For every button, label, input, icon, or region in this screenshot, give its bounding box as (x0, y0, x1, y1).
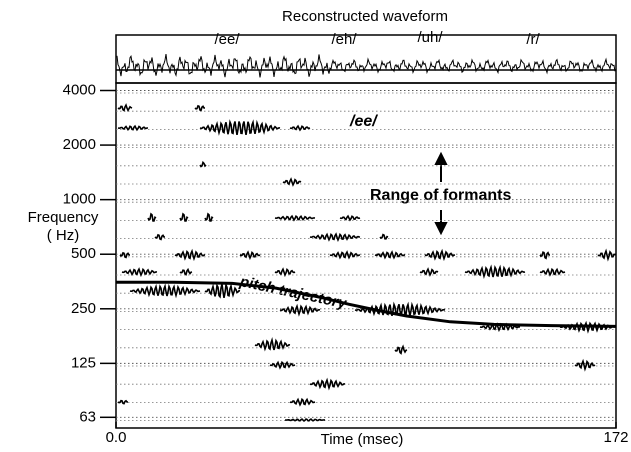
arrow-head (434, 151, 448, 165)
y-tick-label: 2000 (63, 136, 96, 153)
formant-trace (274, 214, 316, 222)
formant-trace (274, 267, 296, 278)
formant-trace (559, 320, 615, 334)
formant-trace (129, 283, 201, 299)
formant-trace (204, 212, 214, 222)
formant-trace (174, 248, 206, 262)
phoneme-label: /ee/ (214, 31, 240, 48)
annotation: /ee/ (349, 113, 378, 130)
formant-trace (289, 397, 316, 407)
formant-trace (329, 250, 361, 260)
formant-trace (117, 399, 128, 405)
formant-trace (147, 212, 157, 222)
formant-trace (282, 177, 302, 187)
formant-trace (279, 303, 321, 317)
formant-trace (354, 301, 446, 317)
formant-trace (419, 267, 439, 277)
formant-trace (309, 232, 361, 242)
arrow-head (434, 222, 448, 236)
y-tick-label: 63 (79, 408, 96, 425)
arrows (434, 151, 448, 236)
formant-trace (339, 214, 361, 222)
y-axis-label: Frequency (28, 209, 99, 226)
formant-trace (374, 250, 406, 260)
formant-trace (154, 233, 165, 241)
formant-trace (394, 344, 408, 355)
formant-trace (204, 282, 241, 299)
x-tick-label: 0.0 (106, 429, 127, 446)
formant-trace (254, 337, 291, 352)
phoneme-label: /uh/ (417, 29, 443, 46)
formant-trace (121, 267, 158, 278)
y-axis-label: ( Hz) (47, 227, 80, 244)
formant-trace (479, 322, 521, 333)
phoneme-label: /r/ (526, 31, 540, 48)
formant-trace (199, 160, 207, 168)
formant-trace (199, 119, 281, 136)
chart-title: Reconstructed waveform (282, 8, 448, 25)
y-tick-label: 125 (71, 354, 96, 371)
formant-trace (539, 251, 550, 260)
y-tick-label: 250 (71, 300, 96, 317)
formant-trace (117, 124, 148, 132)
formant-trace (119, 251, 130, 259)
x-axis-label: Time (msec) (321, 431, 404, 448)
formant-trace (194, 104, 205, 112)
formant-trace (309, 377, 346, 391)
formant-trace (574, 358, 596, 372)
formant-trace (539, 267, 566, 277)
plot-frame (115, 82, 617, 429)
pitch-line (116, 280, 617, 328)
formant-trace (284, 418, 326, 423)
y-tick-label: 500 (71, 245, 96, 262)
formant-trace (239, 250, 261, 261)
phoneme-label: /eh/ (331, 31, 357, 48)
formant-trace (179, 267, 193, 276)
waveform-frame (115, 34, 617, 84)
formant-trace (597, 248, 617, 262)
formant-trace (464, 264, 526, 280)
formant-trace (379, 233, 389, 240)
waveform (116, 54, 616, 78)
y-tick-label: 1000 (63, 191, 96, 208)
formant-trace (117, 103, 133, 113)
formant-trace (269, 360, 296, 370)
formant-trace (424, 248, 456, 262)
y-tick-label: 4000 (63, 81, 96, 98)
formant-trace (289, 124, 311, 132)
formant-trace (179, 212, 189, 222)
annotation: Range of formants (370, 187, 511, 204)
x-tick-label: 172 (603, 429, 628, 446)
